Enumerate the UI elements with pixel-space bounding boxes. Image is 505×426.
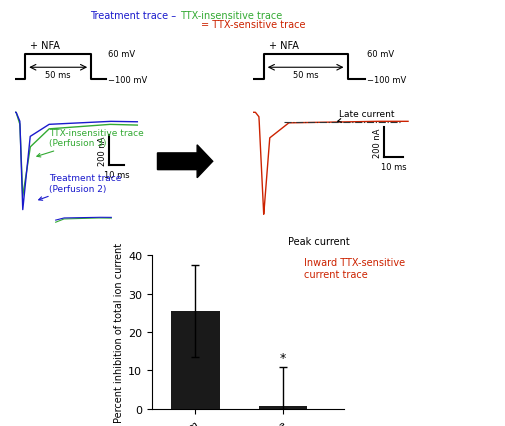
Text: *: * bbox=[279, 351, 285, 364]
Y-axis label: Percent inhibition of total ion current: Percent inhibition of total ion current bbox=[114, 242, 124, 422]
Text: TTX-insensitive trace
(Perfusion 3): TTX-insensitive trace (Perfusion 3) bbox=[37, 129, 143, 158]
Text: 10 ms: 10 ms bbox=[380, 163, 406, 172]
Text: Peak current: Peak current bbox=[288, 236, 349, 246]
Text: 50 ms: 50 ms bbox=[45, 71, 71, 80]
Text: 200 nA: 200 nA bbox=[372, 128, 381, 158]
Text: 50 ms: 50 ms bbox=[292, 71, 318, 80]
Text: Treatment trace –: Treatment trace – bbox=[90, 11, 179, 20]
Text: + NFA: + NFA bbox=[268, 41, 298, 51]
Text: + NFA: + NFA bbox=[30, 41, 60, 51]
Text: Treatment trace
(Perfusion 2): Treatment trace (Perfusion 2) bbox=[38, 174, 121, 201]
FancyArrow shape bbox=[157, 145, 212, 178]
Text: Inward TTX-sensitive
current trace: Inward TTX-sensitive current trace bbox=[303, 258, 404, 279]
Text: −100 mV: −100 mV bbox=[108, 76, 147, 85]
Bar bbox=[171, 311, 219, 409]
Text: TTX-insensitive trace: TTX-insensitive trace bbox=[179, 11, 281, 20]
Text: 10 ms: 10 ms bbox=[104, 170, 129, 179]
Text: = TTX-sensitive trace: = TTX-sensitive trace bbox=[200, 20, 305, 30]
Text: Late current: Late current bbox=[337, 110, 393, 123]
Text: 60 mV: 60 mV bbox=[367, 50, 394, 59]
Text: −100 mV: −100 mV bbox=[367, 76, 406, 85]
Bar bbox=[259, 406, 307, 409]
Text: 200 nA: 200 nA bbox=[98, 136, 107, 165]
Text: 60 mV: 60 mV bbox=[108, 50, 135, 59]
